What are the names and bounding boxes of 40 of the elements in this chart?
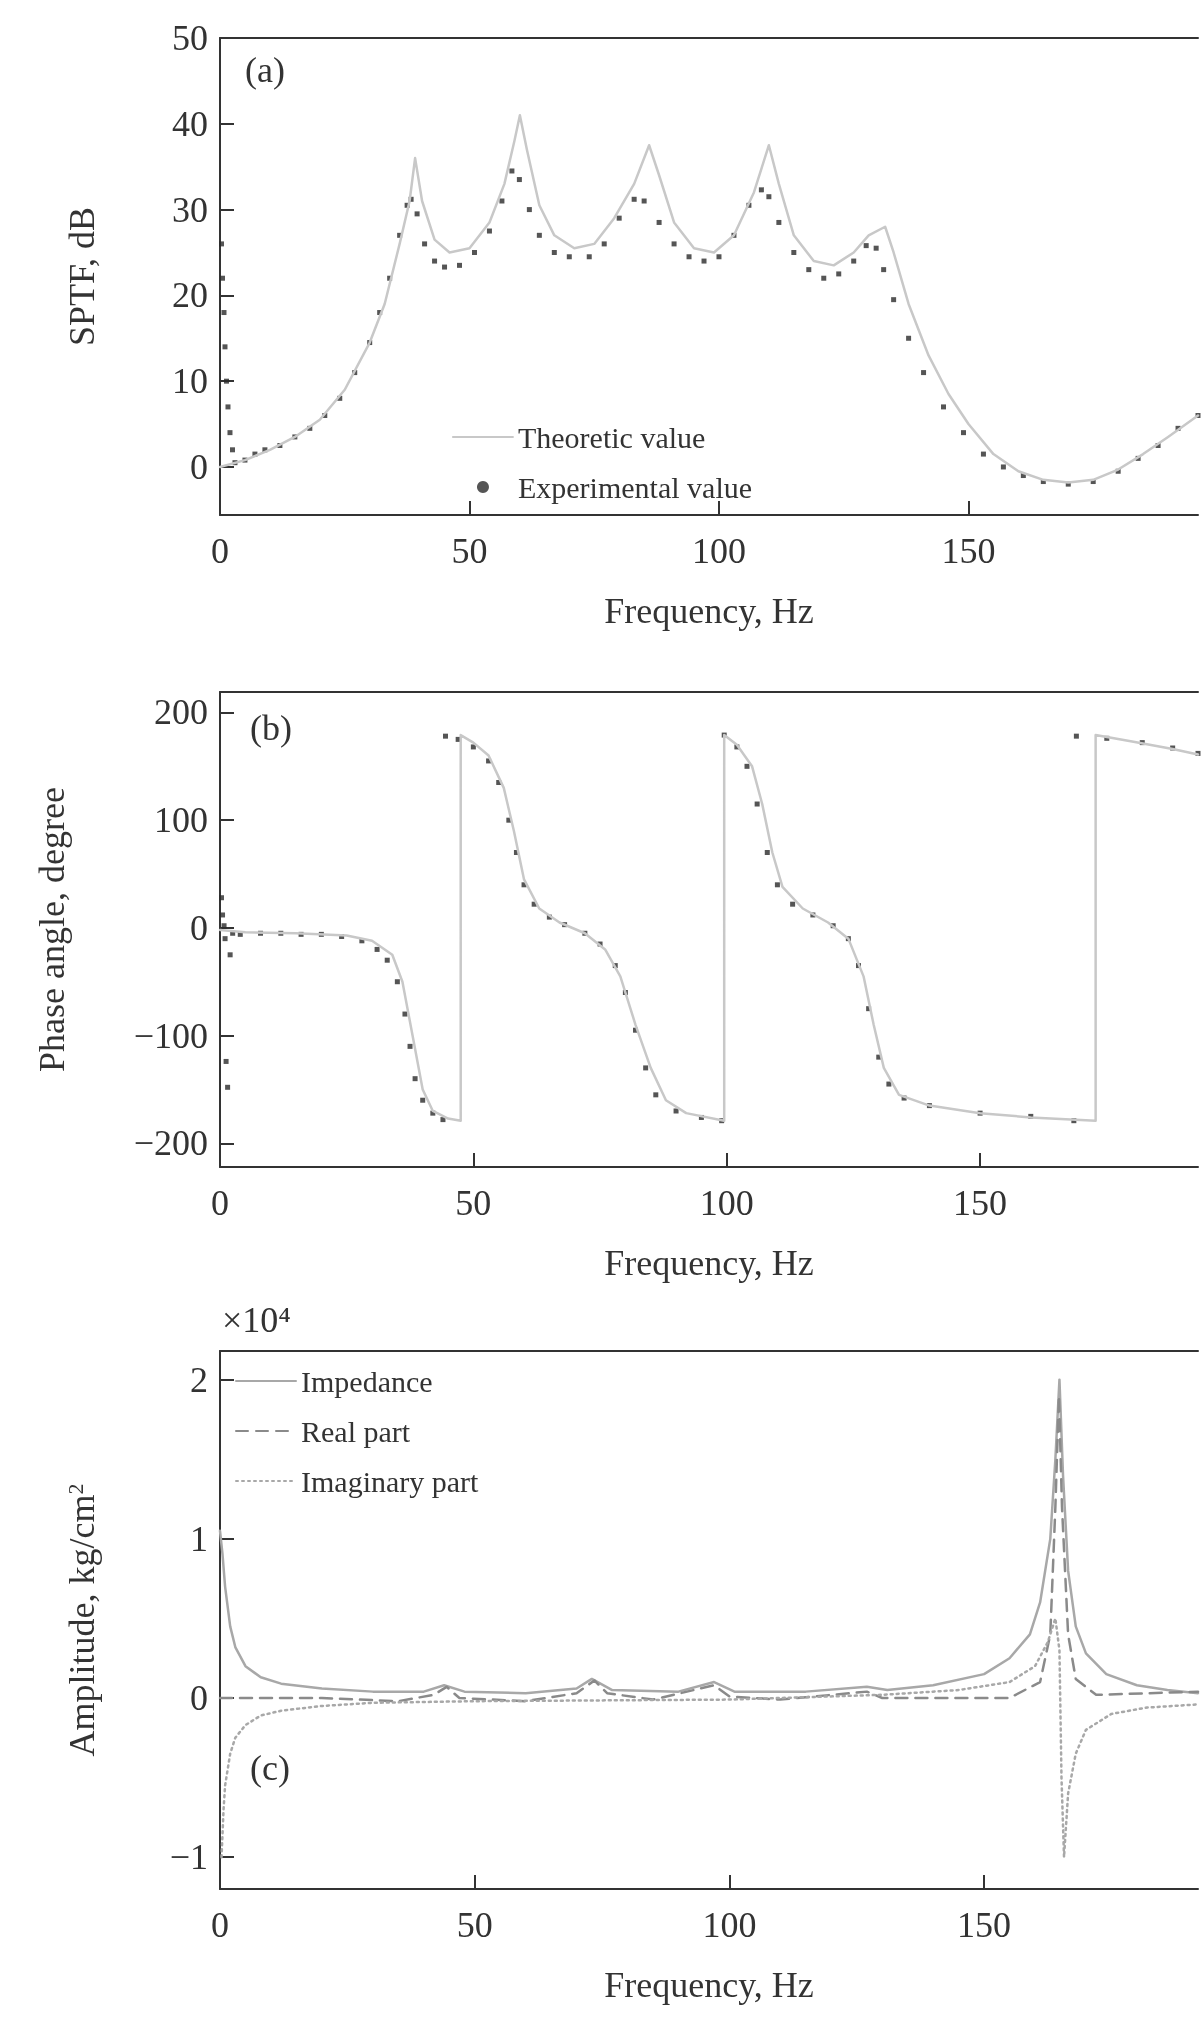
y-tick-label: −100: [133, 1015, 208, 1056]
x-tick-label: 150: [953, 1183, 1008, 1223]
x-tick-label: 150: [941, 531, 996, 571]
y-tick-label: 50: [172, 18, 208, 58]
text: ×10⁴: [222, 1300, 291, 1340]
x-tick-label: 50: [451, 531, 488, 571]
legend-label: Theoretic value: [517, 420, 706, 454]
y-tick-label: 1: [190, 1518, 208, 1559]
x-tick-label: 50: [455, 1183, 492, 1223]
x-axis-title: Frequency, Hz: [604, 1965, 814, 2005]
y-tick-label: 0: [190, 446, 208, 487]
legend-label: Real part: [301, 1414, 411, 1448]
y-tick-label: 40: [172, 103, 208, 144]
x-tick-label: 150: [957, 1905, 1012, 1945]
legend-label: Impedance: [301, 1364, 433, 1398]
y-tick-label: −1: [169, 1837, 208, 1878]
y-tick-label: 2: [190, 1359, 208, 1400]
annotation: (b): [250, 708, 292, 748]
y-tick-label: 0: [190, 907, 208, 948]
x-tick-label: 100: [702, 1905, 757, 1945]
y-tick-label: 10: [172, 361, 208, 402]
y-axis-title: Phase angle, degree: [32, 787, 72, 1072]
annotation: (c): [250, 1748, 290, 1788]
legend-label: Experimental value: [517, 470, 753, 504]
y-axis-title: SPTF, dB: [62, 206, 102, 347]
annotation: (a): [245, 50, 285, 90]
x-tick-label: 100: [691, 531, 746, 571]
x-tick-label: 50: [456, 1905, 493, 1945]
x-tick-label: 100: [699, 1183, 754, 1223]
y-tick-label: −200: [133, 1123, 208, 1164]
x-axis-title: Frequency, Hz: [604, 1243, 814, 1283]
y-tick-label: 200: [154, 692, 208, 733]
y-tick-label: 0: [190, 1677, 208, 1718]
line-series: [220, 1617, 1200, 1859]
x-axis-title: Frequency, Hz: [604, 591, 814, 631]
y-tick-label: 30: [172, 189, 208, 230]
legend-label: Imaginary part: [301, 1464, 480, 1498]
y-axis-title: Amplitude, kg/cm2: [62, 1483, 102, 1757]
y-tick-label: 20: [172, 275, 208, 316]
y-tick-label: 100: [154, 800, 208, 841]
